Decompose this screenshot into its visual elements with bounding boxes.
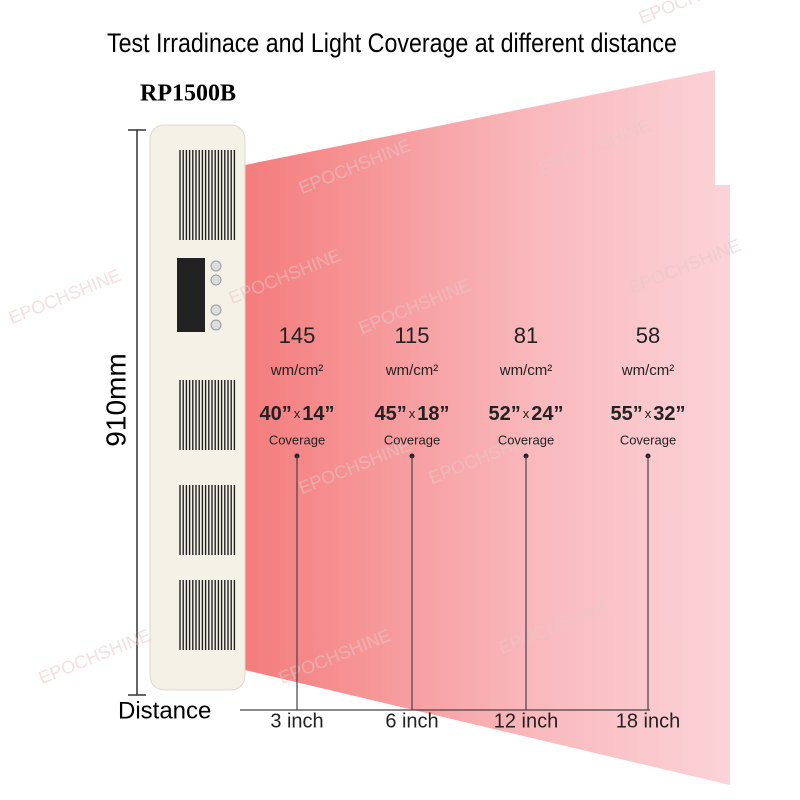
unit: wm/cm²	[499, 362, 553, 379]
irradiance: 115	[394, 323, 429, 348]
title: Test Irradinace and Light Coverage at di…	[107, 29, 677, 59]
coverage-height: 24”	[531, 403, 563, 425]
light-beam	[245, 70, 730, 785]
unit: wm/cm²	[270, 362, 324, 379]
coverage-size: 40” x 14”	[260, 403, 335, 425]
grilles	[179, 150, 236, 650]
distance: 18 inch	[616, 710, 681, 732]
watermark: EPOCHSHINE	[36, 625, 154, 688]
watermark: EPOCHSHINE	[636, 0, 754, 28]
coverage-size: 45” x 18”	[375, 403, 450, 425]
irradiance: 58	[636, 323, 660, 348]
distance-label: Distance	[118, 697, 211, 724]
distance: 3 inch	[270, 710, 323, 732]
coverage-width: 45”	[375, 403, 407, 425]
unit: wm/cm²	[621, 362, 675, 379]
coverage-label: Coverage	[384, 432, 440, 447]
unit: wm/cm²	[385, 362, 439, 379]
coverage-size: 55” x 32”	[611, 403, 686, 425]
coverage-height: 14”	[302, 403, 334, 425]
height-label: 910mm	[100, 353, 131, 446]
coverage-size: 52” x 24”	[489, 403, 564, 425]
coverage-width: 55”	[611, 403, 643, 425]
display	[177, 258, 205, 332]
coverage-label: Coverage	[269, 432, 325, 447]
distance: 12 inch	[494, 710, 559, 732]
coverage-label: Coverage	[498, 432, 554, 447]
coverage-label: Coverage	[620, 432, 676, 447]
coverage-height: 18”	[417, 403, 449, 425]
coverage-by: x	[409, 406, 416, 421]
coverage-by: x	[294, 406, 301, 421]
model: RP1500B	[140, 81, 236, 107]
watermark: EPOCHSHINE	[6, 265, 124, 328]
irradiance: 81	[514, 323, 538, 348]
coverage-width: 40”	[260, 403, 292, 425]
buttons	[210, 260, 222, 331]
coverage-by: x	[645, 406, 652, 421]
distance: 6 inch	[385, 710, 438, 732]
coverage-height: 32”	[653, 403, 685, 425]
coverage-by: x	[523, 406, 530, 421]
irradiance: 145	[279, 323, 316, 348]
coverage-width: 52”	[489, 403, 521, 425]
